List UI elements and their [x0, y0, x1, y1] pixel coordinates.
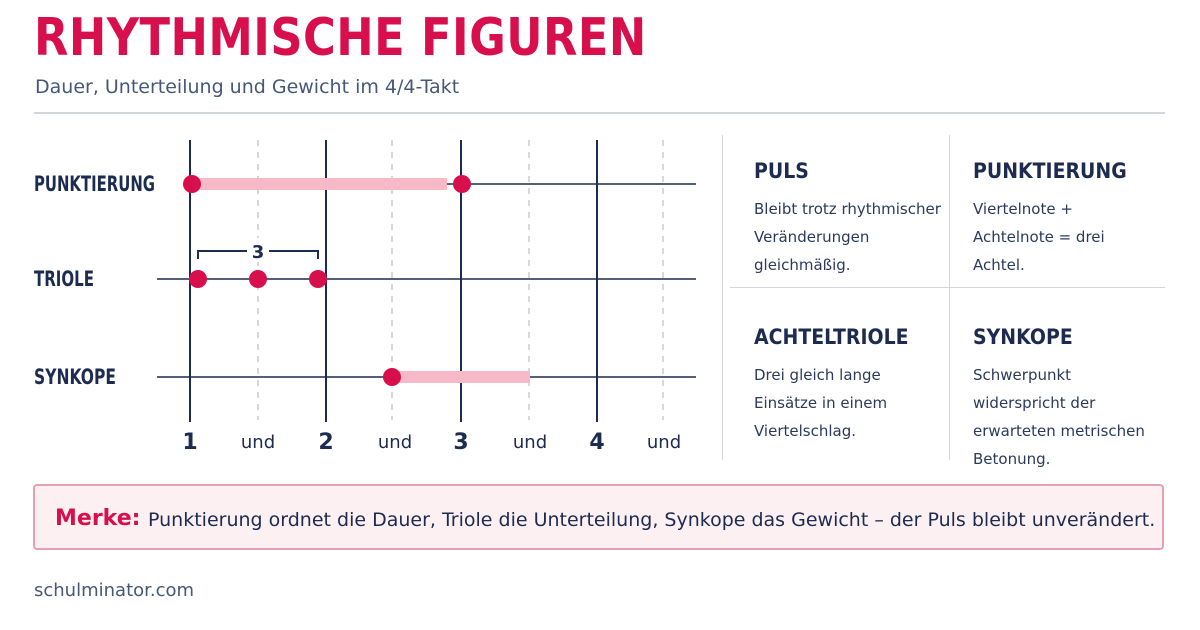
row-label-triole: TRIOLE	[34, 267, 94, 291]
panel-divider	[722, 135, 723, 460]
info-card-punktierung: PUNKTIERUNG Viertelnote + Achtelnote = d…	[973, 159, 1173, 279]
row-label-punktierung: PUNKTIERUNG	[34, 172, 155, 196]
beat-label-4: 4	[589, 430, 604, 455]
offbeat-label: und	[513, 432, 547, 453]
beat-label-1: 1	[182, 430, 197, 455]
duration-bar-punktierung	[192, 178, 447, 190]
note-dot	[249, 270, 267, 288]
note-dot	[189, 270, 207, 288]
header-divider	[34, 112, 1165, 114]
source-footer: schulminator.com	[34, 580, 195, 601]
card-text: Drei gleich lange Einsätze in einem Vier…	[754, 366, 888, 440]
merke-text: Punktierung ordnet die Dauer, Triole die…	[148, 509, 1156, 531]
duration-bar-synkope	[392, 371, 530, 383]
offbeat-label: und	[647, 432, 681, 453]
triplet-bracket-label: 3	[252, 242, 265, 263]
card-grid-horizontal-divider	[730, 287, 1165, 288]
card-title: SYNKOPE	[973, 325, 1073, 349]
card-text: Schwerpunkt widerspricht der erwarteten …	[973, 366, 1145, 468]
offbeat-label: und	[241, 432, 275, 453]
note-dot	[453, 175, 471, 193]
rhythm-diagram: PUNKTIERUNG TRIOLE SYNKOPE 3 1 und 2 und…	[34, 140, 696, 455]
row-lines	[157, 183, 696, 378]
page-title: RHYTHMISCHE FIGUREN	[34, 8, 647, 68]
merke-label: Merke:	[55, 506, 141, 531]
card-grid-vertical-divider	[949, 135, 950, 460]
triplet-label-bg	[247, 238, 269, 262]
card-title: PUNKTIERUNG	[973, 159, 1127, 183]
note-dot	[309, 270, 327, 288]
beat-label-3: 3	[453, 430, 468, 455]
note-dot	[183, 175, 201, 193]
info-card-grid: PULS Bleibt trotz rhythmischer Veränderu…	[730, 135, 1165, 468]
info-card-synkope: SYNKOPE Schwerpunkt widerspricht der erw…	[973, 325, 1173, 473]
page-subtitle: Dauer, Unterteilung und Gewicht im 4/4-T…	[35, 76, 460, 98]
info-card-puls: PULS Bleibt trotz rhythmischer Veränderu…	[754, 159, 954, 279]
info-card-achteltriole: ACHTELTRIOLE Drei gleich lange Einsätze …	[754, 325, 954, 445]
merke-box: Merke: Punktierung ordnet die Dauer, Tri…	[33, 484, 1164, 550]
offbeat-label: und	[378, 432, 412, 453]
card-title: PULS	[754, 159, 809, 183]
row-label-synkope: SYNKOPE	[34, 365, 116, 389]
card-text: Bleibt trotz rhythmischer Veränderungen …	[754, 200, 941, 274]
note-dot	[383, 368, 401, 386]
card-text: Viertelnote + Achtelnote = drei Achtel.	[973, 200, 1105, 274]
card-title: ACHTELTRIOLE	[754, 325, 909, 349]
beat-label-2: 2	[318, 430, 333, 455]
